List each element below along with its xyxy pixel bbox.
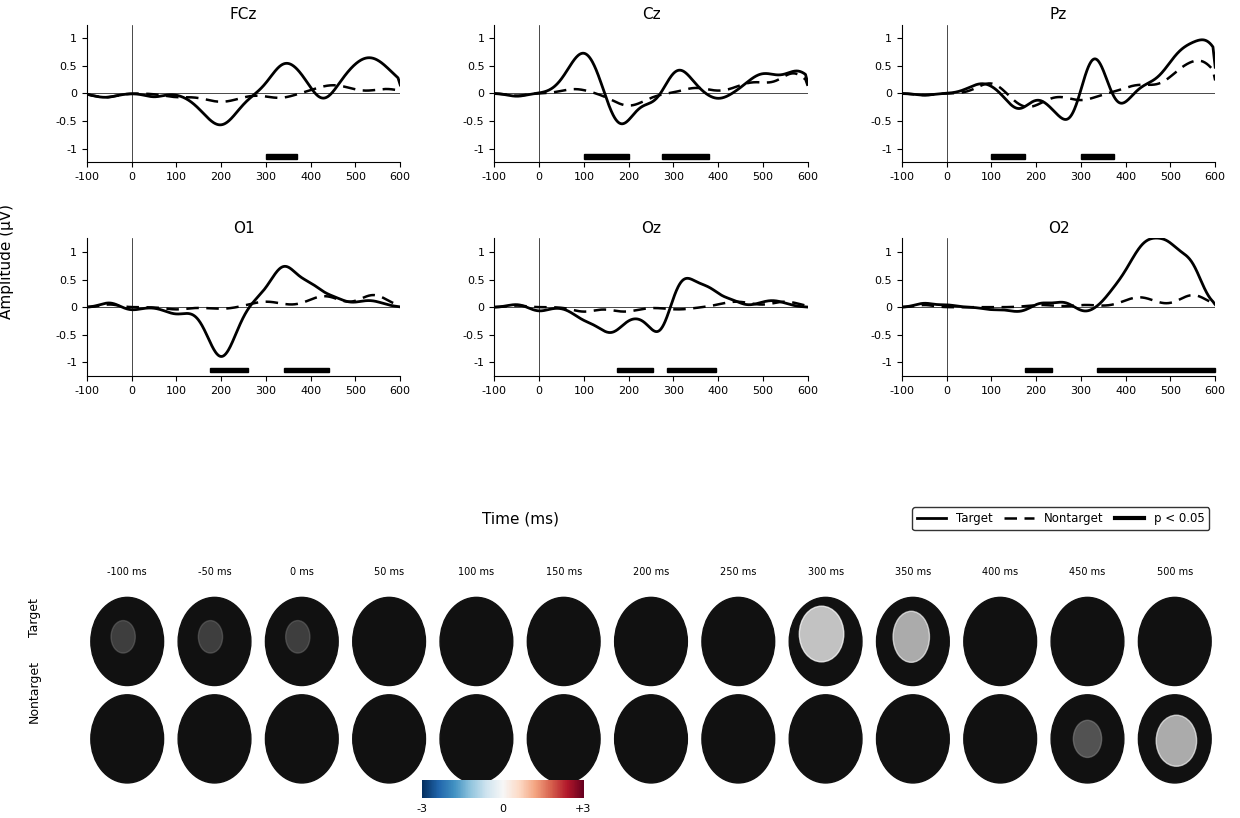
Bar: [1096, 368, 1215, 372]
Text: 100 ms: 100 ms: [459, 567, 495, 577]
Ellipse shape: [440, 597, 513, 685]
Bar: [284, 368, 329, 372]
Text: 150 ms: 150 ms: [546, 567, 582, 577]
Title: Oz: Oz: [641, 221, 661, 236]
Ellipse shape: [615, 694, 687, 783]
Ellipse shape: [877, 597, 950, 685]
Ellipse shape: [702, 597, 775, 685]
Text: 450 ms: 450 ms: [1069, 567, 1106, 577]
Ellipse shape: [877, 694, 950, 783]
Text: 300 ms: 300 ms: [807, 567, 843, 577]
Ellipse shape: [265, 694, 339, 783]
Bar: [991, 154, 1025, 159]
Ellipse shape: [1052, 597, 1123, 685]
Ellipse shape: [702, 694, 775, 783]
Ellipse shape: [91, 694, 164, 783]
Ellipse shape: [198, 621, 223, 653]
Bar: [1025, 368, 1052, 372]
Title: Pz: Pz: [1050, 7, 1068, 22]
Text: Time (ms): Time (ms): [482, 512, 559, 527]
Bar: [210, 368, 248, 372]
Text: -50 ms: -50 ms: [197, 567, 232, 577]
Text: 400 ms: 400 ms: [982, 567, 1018, 577]
Ellipse shape: [352, 597, 425, 685]
Text: -100 ms: -100 ms: [108, 567, 148, 577]
Text: Amplitude (μV): Amplitude (μV): [0, 204, 14, 319]
Legend: Target, Nontarget, p < 0.05: Target, Nontarget, p < 0.05: [913, 507, 1209, 530]
Title: O2: O2: [1048, 221, 1069, 236]
Ellipse shape: [789, 597, 862, 685]
Bar: [662, 154, 709, 159]
Ellipse shape: [352, 694, 425, 783]
Ellipse shape: [1156, 715, 1197, 766]
Ellipse shape: [800, 606, 843, 662]
Ellipse shape: [963, 597, 1037, 685]
Ellipse shape: [527, 694, 600, 783]
Ellipse shape: [285, 621, 310, 653]
Title: O1: O1: [233, 221, 254, 236]
Bar: [584, 154, 629, 159]
Text: 200 ms: 200 ms: [632, 567, 670, 577]
Text: Nontarget: Nontarget: [29, 659, 41, 723]
Bar: [1081, 154, 1115, 159]
Text: 250 ms: 250 ms: [720, 567, 756, 577]
Ellipse shape: [179, 597, 250, 685]
Ellipse shape: [615, 597, 687, 685]
Ellipse shape: [789, 694, 862, 783]
Text: 350 ms: 350 ms: [895, 567, 931, 577]
Ellipse shape: [527, 597, 600, 685]
Text: 500 ms: 500 ms: [1157, 567, 1193, 577]
Ellipse shape: [1138, 597, 1211, 685]
Ellipse shape: [112, 621, 135, 653]
Ellipse shape: [893, 611, 930, 663]
Ellipse shape: [963, 694, 1037, 783]
Ellipse shape: [91, 597, 164, 685]
Title: FCz: FCz: [229, 7, 257, 22]
Ellipse shape: [1052, 694, 1123, 783]
Text: 50 ms: 50 ms: [374, 567, 404, 577]
Text: Target: Target: [29, 598, 41, 637]
Ellipse shape: [265, 597, 339, 685]
Title: Cz: Cz: [641, 7, 661, 22]
Ellipse shape: [440, 694, 513, 783]
Ellipse shape: [179, 694, 250, 783]
Bar: [265, 154, 298, 159]
Text: 0 ms: 0 ms: [290, 567, 314, 577]
Ellipse shape: [1138, 694, 1211, 783]
Bar: [667, 368, 715, 372]
Ellipse shape: [1074, 721, 1101, 757]
Bar: [618, 368, 653, 372]
